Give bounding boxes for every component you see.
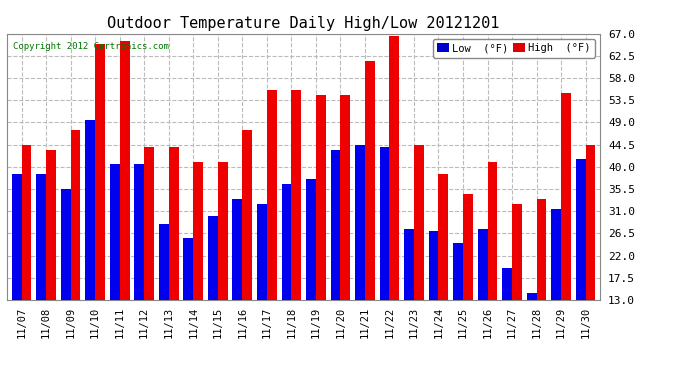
Bar: [414, 145, 424, 300]
Bar: [389, 36, 400, 300]
Bar: [526, 292, 537, 300]
Bar: [428, 231, 438, 300]
Bar: [21, 145, 32, 300]
Bar: [233, 199, 242, 300]
Bar: [144, 147, 154, 300]
Bar: [575, 159, 586, 300]
Bar: [438, 174, 449, 300]
Bar: [282, 184, 291, 300]
Bar: [380, 147, 389, 300]
Bar: [257, 204, 267, 300]
Bar: [477, 228, 488, 300]
Bar: [12, 174, 21, 300]
Bar: [267, 90, 277, 300]
Bar: [561, 93, 571, 300]
Bar: [184, 238, 193, 300]
Bar: [537, 199, 546, 300]
Bar: [291, 90, 301, 300]
Bar: [169, 147, 179, 300]
Bar: [365, 61, 375, 300]
Bar: [306, 179, 316, 300]
Bar: [208, 216, 218, 300]
Bar: [488, 162, 497, 300]
Bar: [218, 162, 228, 300]
Bar: [404, 228, 414, 300]
Bar: [119, 41, 130, 300]
Bar: [46, 150, 56, 300]
Bar: [316, 95, 326, 300]
Bar: [110, 164, 119, 300]
Bar: [37, 174, 46, 300]
Bar: [340, 95, 351, 300]
Bar: [159, 224, 169, 300]
Bar: [502, 268, 512, 300]
Bar: [135, 164, 144, 300]
Bar: [512, 204, 522, 300]
Bar: [70, 130, 81, 300]
Bar: [355, 145, 365, 300]
Text: Copyright 2012 Cartronics.com: Copyright 2012 Cartronics.com: [13, 42, 169, 51]
Title: Outdoor Temperature Daily High/Low 20121201: Outdoor Temperature Daily High/Low 20121…: [108, 16, 500, 31]
Bar: [242, 130, 252, 300]
Bar: [453, 243, 463, 300]
Bar: [86, 120, 95, 300]
Bar: [95, 44, 105, 300]
Legend: Low  (°F), High  (°F): Low (°F), High (°F): [433, 39, 595, 57]
Bar: [193, 162, 203, 300]
Bar: [551, 209, 561, 300]
Bar: [463, 194, 473, 300]
Bar: [331, 150, 340, 300]
Bar: [61, 189, 70, 300]
Bar: [586, 145, 595, 300]
